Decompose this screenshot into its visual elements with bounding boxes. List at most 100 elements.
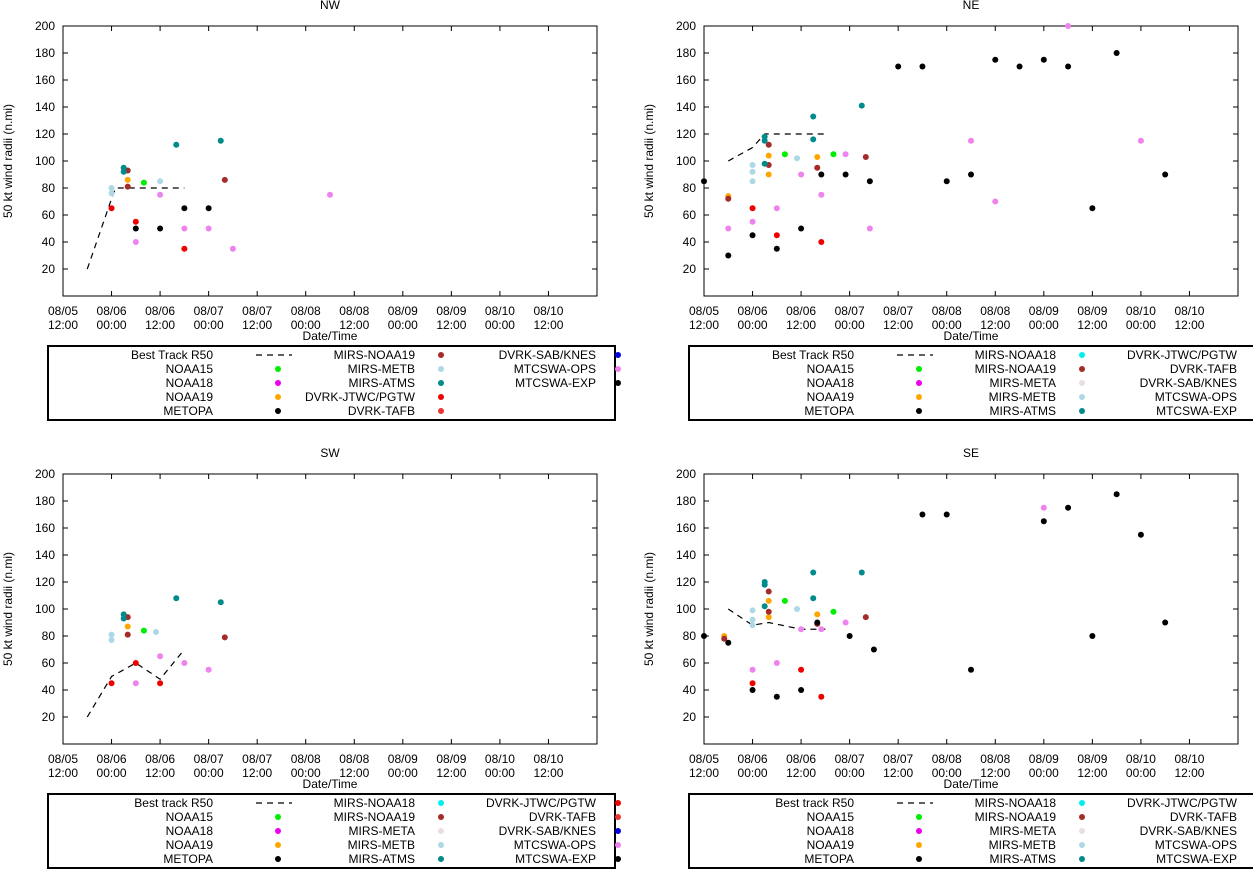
chart-ne-point-mtcswa-ops xyxy=(1137,137,1144,144)
chart-se-xtick-label-time: 12:00 xyxy=(689,766,719,780)
chart-ne-point-mtcswa-exp xyxy=(798,225,805,232)
chart-se-point-mtcswa-exp xyxy=(749,687,756,693)
chart-sw-point-dvrk-jtwc-pgtw xyxy=(108,680,115,687)
chart-nw-legend-swatch-mirs-metb xyxy=(438,366,444,372)
chart-ne-ytick-label: 80 xyxy=(683,181,697,195)
chart-sw-ytick-label: 180 xyxy=(35,494,55,508)
chart-se-legend-label-noaa18: NOAA18 xyxy=(807,824,855,838)
chart-nw-point-mirs-noaa19 xyxy=(124,183,131,190)
chart-ne-point-mtcswa-ops xyxy=(725,225,732,232)
chart-sw-xtick-label-time: 12:00 xyxy=(533,766,563,780)
chart-sw-xtick-label-date: 08/08 xyxy=(339,752,369,766)
chart-nw-ytick-label: 140 xyxy=(35,100,55,114)
chart-nw-point-mtcswa-exp xyxy=(205,205,212,212)
chart-nw-xtick-label-date: 08/08 xyxy=(339,304,369,318)
chart-ne-point-mtcswa-exp xyxy=(773,245,780,252)
chart-ne-point-mirs-metb xyxy=(749,178,756,185)
chart-sw-legend-label-mtcswa-exp: MTCSWA-EXP xyxy=(515,852,596,866)
chart-ne-point-dvrk-jtwc-pgtw xyxy=(818,239,825,245)
chart-sw-xtick-label-time: 12:00 xyxy=(145,766,175,780)
chart-ne-legend-label-mirs-atms: MIRS-ATMS xyxy=(990,404,1056,418)
chart-se-best-track-line xyxy=(727,608,826,630)
chart-nw-xtick-label-time: 12:00 xyxy=(145,318,175,332)
chart-se-point-mtcswa-exp xyxy=(773,693,780,700)
chart-ne-xtick-label-time: 12:00 xyxy=(1077,318,1107,332)
chart-ne-point-mirs-metb xyxy=(749,168,756,175)
chart-sw-xtick-label-date: 08/10 xyxy=(533,752,563,766)
chart-se-point-mtcswa-exp xyxy=(701,633,707,639)
chart-se-xtick-label-date: 08/08 xyxy=(980,752,1010,766)
chart-nw-xtick-label-date: 08/06 xyxy=(97,304,127,318)
chart-ne-point-mtcswa-exp xyxy=(1113,50,1120,56)
chart-sw-legend-swatch-noaa15 xyxy=(275,814,281,820)
chart-se-legend-label-mirs-atms: MIRS-ATMS xyxy=(990,852,1056,866)
chart-nw-legend-swatch-mirs-noaa19 xyxy=(438,352,444,358)
chart-se-point-noaa19 xyxy=(765,614,772,621)
chart-nw-point-mtcswa-exp xyxy=(157,225,164,232)
chart-nw-xtick-label-date: 08/07 xyxy=(242,304,272,318)
chart-sw-ytick-label: 80 xyxy=(42,629,56,643)
chart-ne-point-mirs-noaa19 xyxy=(814,164,821,171)
chart-ne-point-mtcswa-exp xyxy=(1040,56,1047,63)
chart-ne-xtick-label-time: 00:00 xyxy=(932,318,962,332)
chart-nw-legend-label-mtcswa-ops: MTCSWA-OPS xyxy=(514,362,596,376)
chart-ne-point-mtcswa-exp xyxy=(1089,205,1096,212)
chart-sw-ytick-label: 160 xyxy=(35,521,55,535)
chart-se-point-mtcswa-ops xyxy=(798,626,805,633)
chart-nw-point-noaa19 xyxy=(124,176,131,183)
chart-sw-legend-swatch-mirs-metb xyxy=(438,842,444,848)
chart-ne-point-dvrk-jtwc-pgtw xyxy=(749,205,756,212)
chart-ne-legend-swatch-metopa xyxy=(916,408,922,414)
chart-ne-title: NE xyxy=(963,0,980,12)
chart-se-point-mtcswa-exp xyxy=(943,511,950,518)
chart-se-xtick-label-time: 00:00 xyxy=(1126,766,1156,780)
chart-nw-legend-label-best-track-r50: Best Track R50 xyxy=(131,348,213,362)
chart-se-legend-label-mirs-meta: MIRS-META xyxy=(990,824,1056,838)
chart-nw-xtick-label-time: 00:00 xyxy=(194,318,224,332)
chart-sw-legend-swatch-dvrk-tafb xyxy=(615,814,621,820)
chart-sw-legend-swatch-mtcswa-exp xyxy=(615,856,621,862)
chart-sw-point-mirs-metb xyxy=(108,631,115,638)
chart-sw-point-noaa19 xyxy=(124,623,131,630)
chart-ne-ytick-label: 100 xyxy=(676,154,696,168)
chart-nw-legend-swatch-noaa19 xyxy=(275,394,281,400)
chart-se-point-mtcswa-exp xyxy=(798,687,805,693)
chart-ne-legend-label-mtcswa-ops: MTCSWA-OPS xyxy=(1155,390,1237,404)
chart-se-point-mirs-metb xyxy=(794,606,801,612)
chart-se-point-dvrk-jtwc-pgtw xyxy=(798,666,805,673)
chart-nw-xtick-label-time: 12:00 xyxy=(242,318,272,332)
chart-nw-xtick-label-time: 12:00 xyxy=(48,318,78,332)
chart-sw-legend-swatch-metopa xyxy=(275,856,281,862)
chart-ne-xtick-label-date: 08/05 xyxy=(689,304,719,318)
chart-se-xtick-label-date: 08/09 xyxy=(1077,752,1107,766)
chart-nw-point-mirs-metb xyxy=(108,190,115,197)
chart-ne-point-mtcswa-ops xyxy=(773,205,780,212)
chart-ne-legend-label-dvrk-tafb: DVRK-TAFB xyxy=(1170,362,1237,376)
chart-se-legend-swatch-noaa19 xyxy=(916,842,922,848)
chart-se-point-mirs-atms xyxy=(810,569,817,576)
chart-sw-xtick-label-time: 12:00 xyxy=(436,766,466,780)
chart-sw-legend-swatch-mirs-noaa19 xyxy=(438,814,444,820)
chart-sw-legend-swatch-mirs-meta xyxy=(438,828,444,834)
chart-sw-xtick-label-time: 00:00 xyxy=(291,766,321,780)
chart-se-ytick-label: 120 xyxy=(676,575,696,589)
chart-ne-point-noaa15 xyxy=(830,151,837,158)
chart-ne-ytick-label: 180 xyxy=(676,46,696,60)
chart-ne-point-mtcswa-exp xyxy=(866,178,873,185)
chart-ne-point-mtcswa-exp xyxy=(842,171,849,178)
chart-ne-xtick-label-date: 08/10 xyxy=(1174,304,1204,318)
chart-se-point-mtcswa-ops xyxy=(773,660,780,666)
chart-nw-legend-label-noaa15: NOAA15 xyxy=(166,362,214,376)
chart-ne-ytick-label: 20 xyxy=(683,262,697,276)
chart-sw-point-mtcswa-ops xyxy=(205,666,212,673)
chart-nw-legend-swatch-dvrk-sab-knes xyxy=(615,352,621,358)
chart-nw-legend-swatch-mtcswa-ops xyxy=(615,366,621,372)
chart-sw-xtick-label-date: 08/05 xyxy=(48,752,78,766)
chart-se-ytick-label: 80 xyxy=(683,629,697,643)
chart-nw-xtick-label-time: 00:00 xyxy=(485,318,515,332)
chart-ne-xtick-label-date: 08/09 xyxy=(1077,304,1107,318)
chart-nw-xtick-label-date: 08/05 xyxy=(48,304,78,318)
chart-se-ytick-label: 40 xyxy=(683,683,697,697)
chart-ne-point-mirs-noaa19 xyxy=(765,141,772,148)
